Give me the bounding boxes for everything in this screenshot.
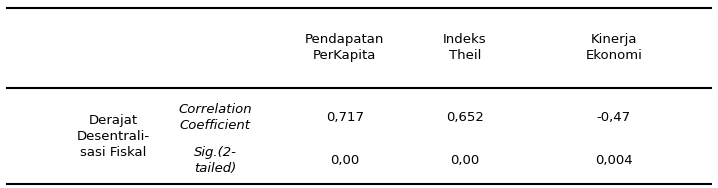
Text: 0,652: 0,652 [446, 111, 484, 124]
Text: 0,00: 0,00 [330, 154, 359, 167]
Text: 0,00: 0,00 [450, 154, 480, 167]
Text: -0,47: -0,47 [597, 111, 631, 124]
Text: Sig.(2-
tailed): Sig.(2- tailed) [194, 146, 237, 175]
Text: Kinerja
Ekonomi: Kinerja Ekonomi [585, 33, 643, 62]
Text: Derajat
Desentrali-
sasi Fiskal: Derajat Desentrali- sasi Fiskal [77, 114, 149, 159]
Text: 0,717: 0,717 [326, 111, 363, 124]
Text: Correlation
Coefficient: Correlation Coefficient [179, 103, 252, 132]
Text: Indeks
Theil: Indeks Theil [443, 33, 487, 62]
Text: 0,004: 0,004 [595, 154, 633, 167]
Text: Pendapatan
PerKapita: Pendapatan PerKapita [305, 33, 384, 62]
